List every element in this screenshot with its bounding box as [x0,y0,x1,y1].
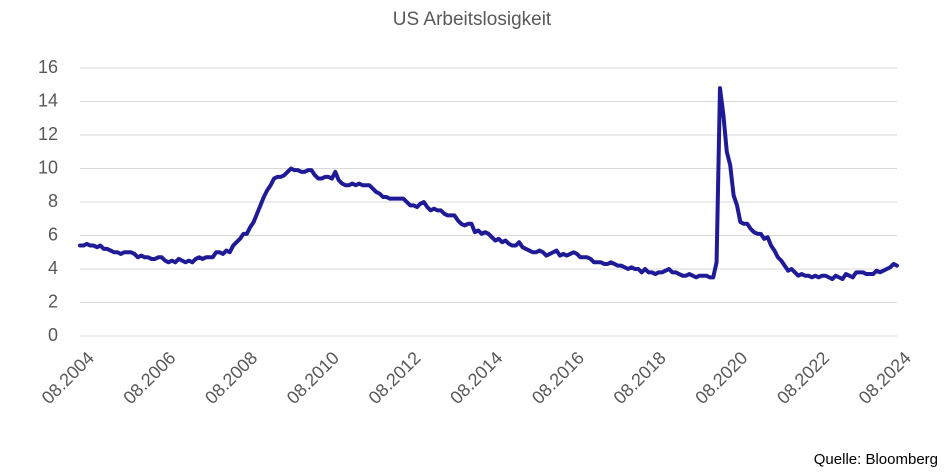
y-tick-label: 14 [38,90,58,110]
chart-title: US Arbeitslosigkeit [393,9,552,30]
x-tick-label: 08.2016 [528,348,588,408]
y-tick-label: 12 [38,124,58,144]
source-note: Quelle: Bloomberg [814,451,938,468]
x-tick-label: 08.2004 [38,348,98,408]
y-tick-label: 8 [48,191,58,211]
y-tick-label: 2 [48,291,58,311]
y-tick-label: 10 [38,157,58,177]
x-tick-label: 08.2012 [365,348,425,408]
y-tick-label: 6 [48,224,58,244]
y-tick-label: 4 [48,258,58,278]
x-tick-label: 08.2024 [855,348,915,408]
x-tick-label: 08.2018 [610,348,670,408]
x-tick-label: 08.2022 [773,348,833,408]
x-tick-label: 08.2020 [691,348,751,408]
y-tick-label: 0 [48,325,58,345]
y-tick-label: 16 [38,57,58,77]
x-tick-label: 08.2006 [119,348,179,408]
data-line [78,86,899,282]
x-tick-label: 08.2014 [446,348,506,408]
x-tick-label: 08.2010 [283,348,343,408]
x-tick-label: 08.2008 [201,348,261,408]
